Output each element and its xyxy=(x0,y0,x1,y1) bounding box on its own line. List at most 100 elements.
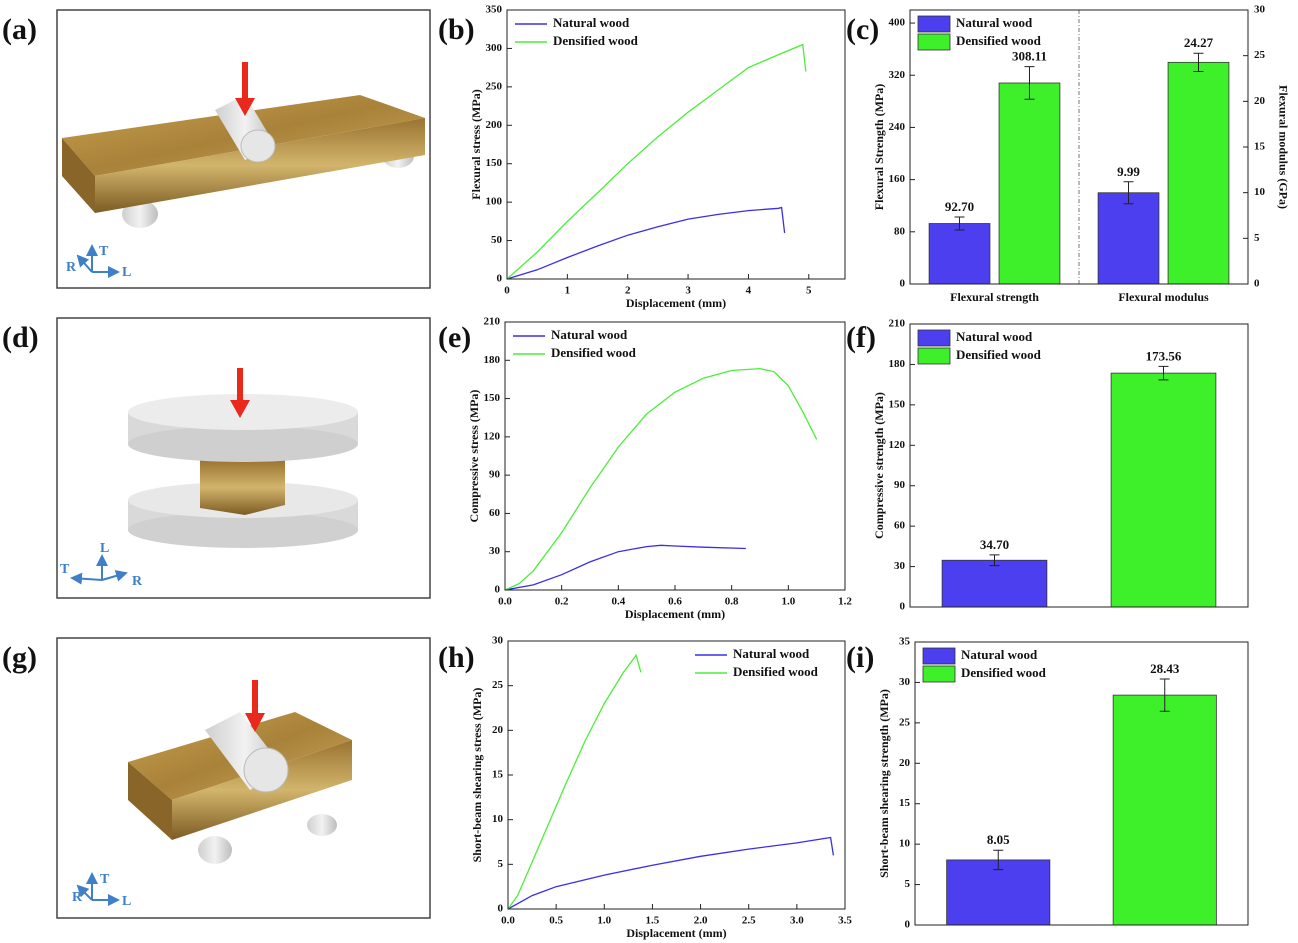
chart-panel: (c)080160240320400Flexural Strength (MPa… xyxy=(846,4,1290,304)
plot-frame xyxy=(508,641,845,909)
axis-letter: L xyxy=(122,894,131,909)
value-label: 34.70 xyxy=(980,537,1009,552)
y-axis-title: Flexural Strength (MPa) xyxy=(872,84,886,210)
y-tick-label: 0 xyxy=(900,278,906,290)
y-tick-label: 90 xyxy=(489,469,501,481)
y-tick-label: 120 xyxy=(484,430,501,442)
y-tick-label: 240 xyxy=(889,121,906,133)
bar xyxy=(999,83,1060,284)
y-tick-label: 0 xyxy=(900,601,906,613)
y-tick-label: 400 xyxy=(889,17,906,29)
axis-letter: T xyxy=(99,244,109,259)
y-tick-label: 0 xyxy=(498,903,504,915)
illustration-d: (d) T L R xyxy=(2,318,430,598)
axis-letter: R xyxy=(132,574,143,589)
y-tick-label: 35 xyxy=(899,636,911,648)
x-tick-label: 0.6 xyxy=(668,596,682,608)
x-tick-label: 0 xyxy=(504,285,510,297)
y-tick-label: 25 xyxy=(492,679,504,691)
x-axis-title: Displacement (mm) xyxy=(626,926,726,940)
y-tick-label: 10 xyxy=(899,838,911,850)
y-tick-label: 200 xyxy=(486,119,503,131)
value-label: 9.99 xyxy=(1117,164,1140,179)
y-tick-label: 60 xyxy=(489,507,501,519)
x-tick-label: 5 xyxy=(806,285,812,297)
chart-panel: (h)051015202530Short-beam shearing stres… xyxy=(438,635,852,940)
panel-label: (b) xyxy=(438,13,475,46)
bar xyxy=(942,560,1047,607)
y-tick-label: 150 xyxy=(486,157,503,169)
x-tick-label: 2 xyxy=(625,285,631,297)
y-axis-title: Compressive stress (MPa) xyxy=(467,390,481,523)
legend-label: Densified wood xyxy=(961,665,1047,680)
legend-swatch xyxy=(923,666,955,682)
figure: (a) R T L (d) T L R xyxy=(0,0,1298,943)
y-tick-label: 150 xyxy=(889,398,906,410)
y-tick-label: 25 xyxy=(899,716,911,728)
bar xyxy=(929,224,990,284)
x-tick-label: 1.0 xyxy=(781,596,795,608)
line-series xyxy=(507,208,785,280)
legend-label: Natural wood xyxy=(956,329,1033,344)
y2-tick-label: 30 xyxy=(1254,4,1266,16)
y-tick-label: 30 xyxy=(489,545,501,557)
x-axis-title: Displacement (mm) xyxy=(626,296,726,310)
y-tick-label: 350 xyxy=(486,4,503,16)
axis-letter: L xyxy=(100,541,109,556)
plot-frame xyxy=(507,10,845,279)
value-label: 24.27 xyxy=(1184,35,1214,50)
value-label: 92.70 xyxy=(945,199,974,214)
value-label: 308.11 xyxy=(1012,49,1047,64)
value-label: 173.56 xyxy=(1146,348,1182,363)
x-tick-label: 1.0 xyxy=(597,915,611,927)
y-tick-label: 90 xyxy=(894,479,906,491)
y-tick-label: 0 xyxy=(905,919,911,931)
y-tick-label: 0 xyxy=(497,273,503,285)
line-series xyxy=(505,369,817,590)
illustration-a: (a) R T L xyxy=(2,10,430,288)
y-tick-label: 30 xyxy=(899,676,911,688)
y-tick-label: 5 xyxy=(905,878,911,890)
legend-label: Densified wood xyxy=(553,33,639,48)
y-tick-label: 0 xyxy=(495,584,501,596)
y-tick-label: 320 xyxy=(889,69,906,81)
x-tick-label: 4 xyxy=(746,285,752,297)
y-tick-label: 30 xyxy=(894,560,906,572)
y2-axis-title: Flexural modulus (GPa) xyxy=(1276,85,1290,209)
legend-swatch xyxy=(918,34,950,50)
y-tick-label: 60 xyxy=(894,520,906,532)
y-tick-label: 20 xyxy=(899,757,911,769)
axis-letter: R xyxy=(66,260,77,275)
axis-letter: R xyxy=(72,890,83,905)
y-tick-label: 210 xyxy=(484,316,501,328)
y-tick-label: 5 xyxy=(498,858,504,870)
bar xyxy=(1168,62,1229,284)
panel-label: (e) xyxy=(438,321,471,354)
legend-swatch xyxy=(918,16,950,32)
panel-label: (g) xyxy=(2,641,37,674)
bar xyxy=(1111,373,1216,607)
legend-label: Natural wood xyxy=(551,327,628,342)
x-tick-label: 2.5 xyxy=(742,915,756,927)
legend-label: Densified wood xyxy=(733,664,819,679)
line-series xyxy=(508,838,833,910)
y-tick-label: 180 xyxy=(484,354,501,366)
value-label: 28.43 xyxy=(1150,661,1180,676)
panel-label: (h) xyxy=(438,641,475,674)
legend-label: Densified wood xyxy=(551,345,637,360)
value-label: 8.05 xyxy=(987,832,1010,847)
x-tick-label: 2.0 xyxy=(694,915,708,927)
bar xyxy=(1098,193,1159,284)
y-tick-label: 15 xyxy=(492,769,504,781)
chart-panel: (i)05101520253035Short-beam shearing str… xyxy=(846,636,1248,931)
legend-swatch xyxy=(918,348,950,364)
y-tick-label: 300 xyxy=(486,42,503,54)
y2-tick-label: 0 xyxy=(1254,278,1260,290)
bar xyxy=(1113,695,1216,925)
legend-swatch xyxy=(923,648,955,664)
y-tick-label: 250 xyxy=(486,80,503,92)
y-tick-label: 160 xyxy=(889,173,906,185)
panel-label: (f) xyxy=(846,321,876,354)
chart-panel: (f)0306090120150180210Compressive streng… xyxy=(846,318,1248,613)
